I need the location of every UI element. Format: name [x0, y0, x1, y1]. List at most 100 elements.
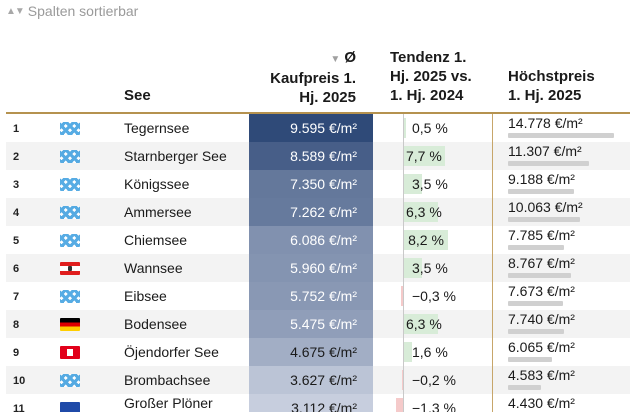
hoechstpreis-bar	[508, 161, 589, 166]
hoechstpreis-cell: 4.430 €/m²	[508, 395, 575, 411]
bavaria-flag-icon	[60, 290, 80, 303]
column-header-kaufpreis[interactable]: ▼ Ø Kaufpreis 1. Hj. 2025	[250, 48, 356, 107]
hoechstpreis-cell: 4.583 €/m²	[508, 367, 575, 383]
column-header-tendenz-line2: Hj. 2025 vs.	[390, 68, 472, 85]
tendenz-value: 0,5 %	[412, 120, 448, 136]
bavaria-flag-icon	[60, 178, 80, 191]
tendenz-bar	[395, 398, 403, 412]
bavaria-flag-icon	[60, 374, 80, 387]
hoechstpreis-bar	[508, 217, 580, 222]
tendenz-bar	[403, 146, 446, 166]
see-name-cell: Großer Plöner	[124, 395, 213, 411]
germany-flag-icon	[60, 318, 80, 331]
tendenz-value: −0,3 %	[412, 288, 456, 304]
hoechstpreis-cell: 7.673 €/m²	[508, 283, 575, 299]
table-row: 1 Tegernsee 9.595 €/m² 0,5 % 14.778 €/m²	[6, 114, 630, 142]
bavaria-flag-icon	[60, 150, 80, 163]
rank-cell: 11	[13, 403, 25, 412]
column-header-kaufpreis-line3: Hj. 2025	[299, 89, 356, 106]
hoechstpreis-cell: 10.063 €/m²	[508, 199, 583, 215]
header-divider	[6, 112, 630, 114]
rank-cell: 8	[13, 319, 20, 331]
table-row: 6 Wannsee 5.960 €/m² 3,5 % 8.767 €/m²	[6, 254, 630, 282]
rank-cell: 6	[13, 263, 20, 275]
hoechstpreis-cell: 11.307 €/m²	[508, 143, 582, 159]
data-table: 1 Tegernsee 9.595 €/m² 0,5 % 14.778 €/m² 2 Sta…	[0, 114, 630, 412]
hoechstpreis-cell: 14.778 €/m²	[508, 115, 583, 131]
table-row: 2 Starnberger See 8.589 €/m² 7,7 % 11.307 €/…	[6, 142, 630, 170]
hoechstpreis-bar	[508, 273, 571, 278]
tendenz-value: 3,5 %	[412, 176, 448, 192]
hoechstpreis-bar	[508, 189, 574, 194]
see-name-cell: Eibsee	[124, 288, 167, 304]
rank-cell: 3	[13, 179, 20, 191]
kaufpreis-cell: 5.475 €/m²	[249, 310, 373, 338]
column-header-kaufpreis-line2: Kaufpreis 1.	[270, 70, 356, 87]
sort-descending-icon: ▼	[330, 54, 341, 65]
table-row: 10 Brombachsee 3.627 €/m² −0,2 % 4.583 €/m²	[6, 366, 630, 394]
tendenz-bar	[401, 370, 404, 390]
table-row: 11 Großer Plöner 3.112 €/m² −1,3 % 4.430 €/m…	[6, 394, 630, 412]
tendenz-bar	[403, 230, 449, 250]
table-row: 3 Königssee 7.350 €/m² 3,5 % 9.188 €/m²	[6, 170, 630, 198]
bavaria-flag-icon	[60, 206, 80, 219]
tendenz-bar	[401, 286, 404, 306]
table-row: 5 Chiemsee 6.086 €/m² 8,2 % 7.785 €/m²	[6, 226, 630, 254]
see-name-cell: Brombachsee	[124, 372, 211, 388]
tendenz-bar	[403, 202, 438, 222]
kaufpreis-cell: 4.675 €/m²	[249, 338, 373, 366]
tendenz-value: 1,6 %	[412, 344, 448, 360]
hoechstpreis-cell: 6.065 €/m²	[508, 339, 575, 355]
kaufpreis-cell: 3.112 €/m²	[249, 394, 373, 412]
kaufpreis-cell: 9.595 €/m²	[249, 114, 373, 142]
see-name-cell: Starnberger See	[124, 148, 227, 164]
column-header-see[interactable]: See	[124, 87, 151, 104]
hoechstpreis-bar	[508, 301, 563, 306]
hoechstpreis-cell: 8.767 €/m²	[508, 255, 575, 271]
rank-cell: 4	[13, 207, 20, 219]
see-name-cell: Tegernsee	[124, 120, 190, 136]
rank-cell: 1	[13, 123, 20, 135]
table-row: 8 Bodensee 5.475 €/m² 6,3 % 7.740 €/m²	[6, 310, 630, 338]
column-header-hoechstpreis[interactable]: Höchstpreis 1. Hj. 2025	[508, 67, 628, 105]
tendenz-value: −1,3 %	[412, 400, 456, 412]
tendenz-value: 6,3 %	[406, 316, 442, 332]
rank-cell: 2	[13, 151, 20, 163]
tendenz-value: −0,2 %	[412, 372, 456, 388]
see-name-cell: Öjendorfer See	[124, 344, 219, 360]
tendenz-zero-axis	[403, 114, 404, 412]
hamburg-flag-icon	[60, 346, 80, 359]
column-header-hoechstpreis-line2: 1. Hj. 2025	[508, 87, 582, 104]
tendenz-bar	[403, 314, 438, 334]
column-divider-hoechstpreis	[492, 114, 493, 412]
kaufpreis-cell: 5.752 €/m²	[249, 282, 373, 310]
berlin-flag-icon	[60, 262, 80, 275]
rank-cell: 5	[13, 235, 20, 247]
table-row: 9 Öjendorfer See 4.675 €/m² 1,6 % 6.065 €/m²	[6, 338, 630, 366]
hoechstpreis-cell: 7.740 €/m²	[508, 311, 575, 327]
tendenz-value: 6,3 %	[406, 204, 442, 220]
bavaria-flag-icon	[60, 122, 80, 135]
kaufpreis-cell: 5.960 €/m²	[249, 254, 373, 282]
column-header-kaufpreis-line1: Ø	[344, 49, 356, 66]
hoechstpreis-bar	[508, 357, 552, 362]
bavaria-flag-icon	[60, 234, 80, 247]
column-header-tendenz-line3: 1. Hj. 2024	[390, 87, 464, 104]
rank-cell: 7	[13, 291, 20, 303]
column-header-tendenz[interactable]: Tendenz 1. Hj. 2025 vs. 1. Hj. 2024	[390, 48, 494, 105]
column-header-tendenz-line1: Tendenz 1.	[390, 49, 467, 66]
kaufpreis-cell: 7.350 €/m²	[249, 170, 373, 198]
rank-cell: 10	[13, 375, 26, 387]
see-name-cell: Königssee	[124, 176, 190, 192]
see-name-cell: Chiemsee	[124, 232, 188, 248]
see-name-cell: Ammersee	[124, 204, 192, 220]
tendenz-value: 8,2 %	[408, 232, 444, 248]
tendenz-value: 7,7 %	[406, 148, 442, 164]
hoechstpreis-bar	[508, 385, 541, 390]
kaufpreis-cell: 3.627 €/m²	[249, 366, 373, 394]
kaufpreis-cell: 6.086 €/m²	[249, 226, 373, 254]
tendenz-bar	[403, 118, 406, 138]
hoechstpreis-bar	[508, 245, 564, 250]
table-row: 7 Eibsee 5.752 €/m² −0,3 % 7.673 €/m²	[6, 282, 630, 310]
hoechstpreis-cell: 9.188 €/m²	[508, 171, 575, 187]
